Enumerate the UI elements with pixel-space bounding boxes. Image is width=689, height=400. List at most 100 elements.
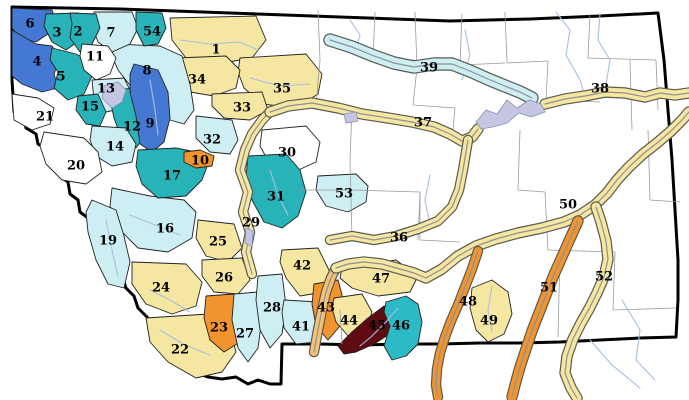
basin-label-15: 15 [81, 100, 99, 115]
basin-label-39: 39 [420, 61, 438, 76]
basin-label-37: 37 [414, 116, 432, 131]
river-line [589, 339, 641, 389]
basin-region-32[interactable] [195, 115, 239, 155]
basin-label-1: 1 [211, 43, 220, 58]
river-line [249, 77, 311, 87]
county-line [517, 129, 546, 193]
basin-label-45: 45 [368, 319, 386, 334]
county-line [655, 59, 659, 111]
basin-region-33[interactable] [211, 91, 269, 121]
basin-label-10: 10 [191, 154, 209, 169]
basin-label-33: 33 [233, 101, 251, 116]
basin-region-21[interactable] [11, 93, 55, 131]
basin-label-17: 17 [163, 169, 181, 184]
glacier-snowfield [101, 81, 127, 109]
county-line [504, 11, 549, 64]
basin-label-44: 44 [340, 314, 358, 329]
river-line [487, 285, 493, 333]
basin-region-28[interactable] [255, 273, 287, 349]
basin-label-27: 27 [236, 327, 254, 342]
river-corridor-52-centerline [564, 206, 609, 399]
basin-label-41: 41 [292, 320, 310, 335]
canyon-ferry-lake [244, 227, 254, 248]
river-line [597, 13, 611, 86]
river-corridor-36-centerline [329, 139, 469, 241]
basin-label-28: 28 [263, 301, 281, 316]
basin-label-54: 54 [143, 25, 161, 40]
basin-label-51: 51 [540, 281, 558, 296]
basin-label-13: 13 [97, 82, 115, 97]
basin-label-47: 47 [372, 272, 390, 287]
river-line [269, 169, 289, 216]
basin-label-16: 16 [156, 222, 174, 237]
basin-region-20[interactable] [39, 131, 103, 185]
basin-label-19: 19 [99, 234, 117, 249]
basin-label-14: 14 [106, 140, 124, 155]
basin-label-34: 34 [188, 73, 206, 88]
county-line [612, 251, 677, 311]
basin-label-7: 7 [106, 26, 115, 41]
basin-label-29: 29 [242, 216, 260, 231]
basin-label-26: 26 [215, 271, 233, 286]
basin-label-9: 9 [145, 117, 154, 132]
basin-label-30: 30 [278, 146, 296, 161]
basin-label-25: 25 [209, 235, 227, 250]
county-line [419, 192, 461, 243]
basin-label-12: 12 [123, 120, 141, 135]
basin-region-54[interactable] [135, 11, 167, 47]
county-line [339, 309, 343, 345]
county-line [349, 159, 353, 239]
river-corridor-39-centerline [329, 39, 533, 99]
basin-region-19[interactable] [85, 199, 131, 289]
basin-label-42: 42 [293, 259, 311, 274]
county-line [412, 104, 456, 131]
basin-label-24: 24 [152, 281, 170, 296]
river-line [149, 289, 191, 313]
basin-region-46[interactable] [383, 295, 423, 361]
basin-label-8: 8 [142, 64, 151, 79]
basin-label-43: 43 [317, 301, 335, 316]
basin-label-50: 50 [559, 198, 577, 213]
river-line [621, 299, 656, 381]
basin-region-53[interactable] [315, 173, 369, 213]
basin-region-14[interactable] [89, 125, 137, 167]
basin-region-24[interactable] [131, 261, 203, 315]
river-line [359, 307, 399, 347]
county-line [545, 60, 549, 101]
river-line [105, 219, 119, 277]
basin-region-6[interactable] [11, 7, 57, 43]
basin-label-11: 11 [86, 50, 104, 65]
county-line [587, 13, 657, 61]
basin-label-31: 31 [267, 190, 285, 205]
basin-region-10[interactable] [183, 149, 215, 169]
river-line [424, 174, 431, 226]
river-corridor-centerline [335, 111, 689, 279]
basin-label-32: 32 [203, 133, 221, 148]
basin-label-35: 35 [273, 82, 291, 97]
river-corridor-centerline [313, 267, 337, 353]
basin-label-38: 38 [591, 82, 609, 97]
basin-label-23: 23 [210, 321, 228, 336]
county-line [315, 9, 321, 106]
river-corridor-38-centerline [544, 91, 689, 105]
basin-region-15[interactable] [75, 93, 107, 127]
basin-label-4: 4 [32, 55, 41, 70]
river-corridor-51-centerline [511, 220, 579, 398]
basin-region-1[interactable] [169, 15, 267, 65]
basin-label-53: 53 [335, 187, 353, 202]
basin-label-21: 21 [36, 110, 54, 125]
basin-label-49: 49 [480, 314, 498, 329]
river-line [129, 214, 181, 236]
basin-label-3: 3 [52, 26, 61, 41]
basin-label-5: 5 [56, 70, 65, 85]
basin-region-49[interactable] [469, 279, 513, 343]
basin-label-22: 22 [171, 343, 189, 358]
county-line [544, 191, 616, 253]
basin-label-2: 2 [73, 25, 82, 40]
tiber-reservoir [343, 111, 359, 124]
river-line [555, 11, 587, 101]
basin-region-11[interactable] [79, 43, 117, 81]
basin-label-36: 36 [390, 231, 408, 246]
